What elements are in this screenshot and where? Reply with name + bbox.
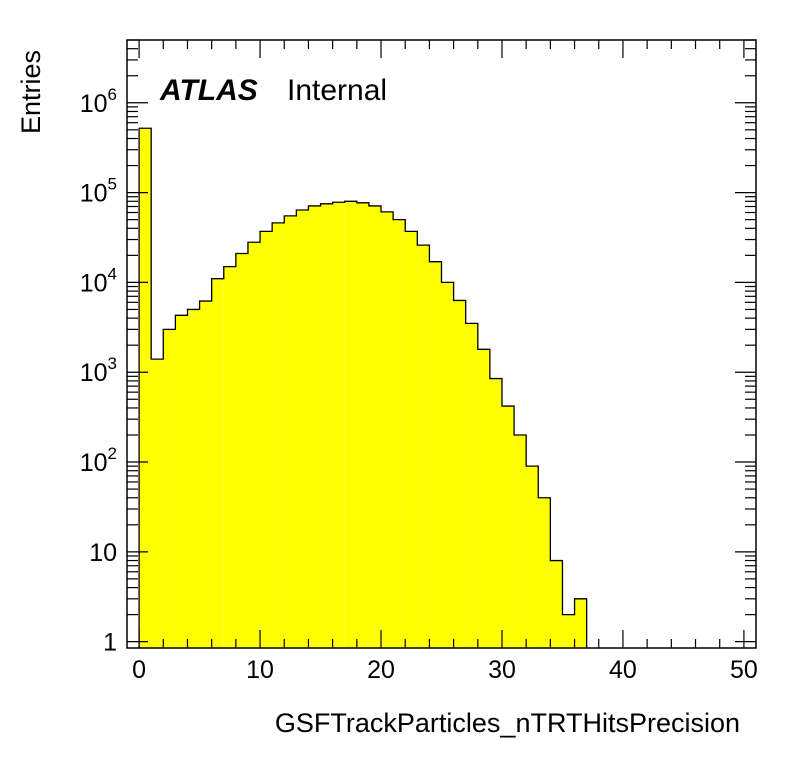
x-tick-label: 0: [132, 656, 146, 684]
histogram-bar: [139, 128, 152, 648]
histogram-bar: [284, 215, 297, 648]
histogram-bar: [489, 378, 502, 648]
histogram-bar: [429, 261, 442, 648]
histogram-bar: [526, 466, 539, 648]
axis-ticks: [127, 39, 756, 648]
x-tick-labels: 0 10 20 30 40 50: [132, 656, 758, 684]
x-tick-label: 20: [367, 656, 395, 684]
histogram-bar: [163, 329, 176, 648]
y-tick-label: 105: [80, 175, 117, 208]
x-tick-label: 40: [609, 656, 637, 684]
y-tick-label: 104: [80, 264, 117, 297]
histogram-bar: [272, 222, 285, 648]
histogram-bar: [151, 359, 164, 648]
histogram-bar: [477, 349, 490, 648]
histogram-bar: [199, 301, 212, 648]
histogram-bars: [138, 127, 588, 649]
histogram-bar: [344, 201, 357, 649]
histogram-bar: [550, 560, 563, 648]
y-tick-label: 1: [103, 629, 117, 657]
histogram-bar: [514, 435, 527, 648]
histogram-bar: [441, 282, 454, 648]
y-axis-title: Entries: [16, 50, 46, 134]
histogram-bar: [223, 266, 236, 648]
y-tick-labels: 1 10 102 103 104 105 106: [80, 85, 117, 657]
histogram-bar: [465, 323, 478, 648]
x-tick-label: 10: [246, 656, 274, 684]
histogram-bar: [381, 211, 394, 648]
histogram-bar: [501, 406, 515, 648]
histogram-bar: [393, 219, 406, 648]
histogram-bar: [187, 309, 200, 648]
y-tick-label: 102: [80, 444, 117, 477]
status-label: Internal: [287, 74, 387, 107]
y-tick-label: 103: [80, 354, 117, 387]
histogram-bar: [405, 231, 418, 648]
x-tick-label: 30: [488, 656, 516, 684]
histogram-bar: [453, 300, 466, 648]
atlas-label: ATLAS: [159, 74, 258, 107]
histogram-bar: [368, 205, 382, 648]
histogram-bar: [211, 278, 224, 648]
histogram-bar: [175, 315, 188, 648]
x-tick-label: 50: [730, 656, 758, 684]
histogram-bar: [320, 203, 333, 648]
histogram-outline: [138, 127, 588, 648]
x-axis-title: GSFTrackParticles_nTRTHitsPrecision: [275, 708, 740, 738]
histogram-bar: [538, 497, 551, 648]
histogram-bar: [308, 205, 321, 648]
histogram-bar: [562, 614, 575, 648]
histogram-bar: [247, 242, 261, 649]
y-tick-label: 10: [89, 539, 117, 567]
histogram-bar: [356, 202, 369, 649]
histogram-bar: [296, 210, 309, 648]
histogram-bar: [574, 598, 587, 648]
histogram-bar: [260, 231, 273, 648]
histogram-bar: [332, 202, 345, 648]
histogram-bar: [235, 253, 248, 648]
y-tick-label: 106: [80, 85, 117, 118]
histogram-bar: [417, 245, 430, 648]
plot-frame: [126, 39, 757, 649]
